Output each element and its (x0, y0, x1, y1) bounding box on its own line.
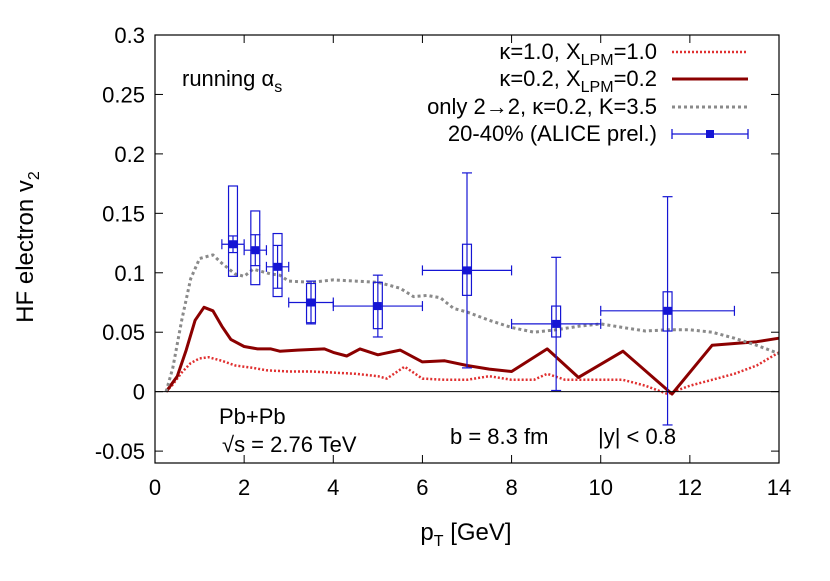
curve-kappa-02 (164, 305, 780, 396)
alice-data-point (600, 196, 736, 426)
y-tick-label: 0.25 (102, 82, 145, 107)
annotation-rapidity: |y| < 0.8 (598, 424, 676, 449)
plot-frame (154, 34, 780, 464)
x-tick-label: 2 (238, 475, 250, 500)
y-tick-label: 0.05 (102, 320, 145, 345)
y-tick-label: 0 (133, 380, 145, 405)
curve-kappa-1 (165, 351, 780, 396)
y-tick-label: 0.3 (114, 23, 145, 48)
alice-data-point (288, 280, 334, 325)
annotation-impact: b = 8.3 fm (450, 424, 548, 449)
y-tick-label: 0.2 (114, 142, 145, 167)
x-tick-label: 8 (505, 475, 517, 500)
x-axis-label: pT [GeV] (420, 519, 511, 550)
legend-swatch-alice (671, 129, 749, 139)
x-tick-label: 6 (416, 475, 428, 500)
model-curves (164, 253, 780, 396)
alice-data-point (510, 256, 602, 392)
alice-data-point (243, 210, 268, 286)
data-marker (463, 266, 471, 275)
data-points (221, 172, 736, 426)
data-marker (373, 302, 382, 311)
data-marker (307, 298, 315, 307)
data-marker (229, 240, 237, 249)
legend: κ=1.0, XLPM=1.0 κ=0.2, XLPM=0.2 only 2→2… (427, 39, 749, 146)
systematic-box (272, 232, 283, 298)
x-tick-label: 12 (678, 475, 702, 500)
legend-entry-alice: 20-40% (ALICE prel.) (448, 121, 657, 146)
y-tick-label: 0.1 (114, 261, 145, 286)
data-marker (663, 306, 672, 315)
systematic-box (227, 185, 239, 277)
legend-entry-only-2to2: only 2→2, κ=0.2, K=3.5 (427, 94, 657, 119)
y-tick-label: -0.05 (95, 439, 145, 464)
systematic-box (250, 210, 261, 286)
x-tick-label: 0 (149, 475, 161, 500)
legend-entry-kappa-1: κ=1.0, XLPM=1.0 (499, 39, 657, 69)
data-marker (273, 262, 282, 271)
x-tick-label: 14 (767, 475, 791, 500)
data-marker (251, 246, 260, 255)
data-marker (552, 319, 561, 328)
curve-only-2to2 (164, 253, 780, 393)
annotation-energy: √s = 2.76 TeV (222, 432, 357, 457)
y-tick-label: 0.15 (102, 201, 145, 226)
alice-data-point (221, 185, 245, 277)
alice-data-point (421, 172, 513, 369)
annotation-system: Pb+Pb (219, 404, 286, 429)
y-axis-label: HF electron v2 (12, 171, 43, 323)
x-tick-label: 4 (327, 475, 339, 500)
annotation-running-alpha: running αs (182, 66, 282, 96)
legend-entry-kappa-02: κ=0.2, XLPM=0.2 (499, 66, 657, 96)
alice-data-point (265, 232, 290, 298)
alice-data-point (332, 274, 424, 338)
x-tick-label: 10 (588, 475, 612, 500)
